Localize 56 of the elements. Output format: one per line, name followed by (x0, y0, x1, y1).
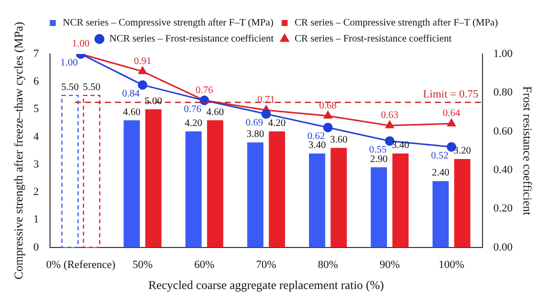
data-label: 3.20 (454, 146, 472, 157)
x-tick-label: 70% (256, 258, 276, 271)
y2-tick-label: 1.00 (493, 48, 514, 60)
data-label: 1.00 (72, 38, 90, 50)
data-label: 0.71 (257, 94, 275, 106)
x-tick-label: 0% (Reference) (46, 258, 116, 271)
x-tick-label: 50% (132, 258, 153, 271)
y-tick-label: 0 (33, 241, 40, 254)
x-tick-label: 90% (380, 258, 400, 271)
legend-label: NCR series – Frost-resistance coefficient (109, 34, 274, 45)
y-tick-label: 2 (33, 186, 39, 198)
y-tick-label: 5 (33, 103, 40, 116)
y2-tick-label: 0.00 (493, 241, 514, 254)
y-axis-title: Compressive strength after freeze–thaw cycles (MPa) (11, 22, 26, 280)
y2-tick-label: 0.20 (493, 202, 514, 215)
x-tick-label: 80% (318, 258, 338, 271)
y2-tick-label: 0.60 (493, 125, 514, 138)
data-label: 1.00 (60, 58, 78, 69)
y-tick-label: 4 (33, 130, 40, 143)
data-label: 2.90 (370, 154, 388, 165)
y-tick-label: 7 (33, 48, 40, 60)
y-tick-label: 6 (33, 76, 40, 88)
data-label: 5.50 (82, 82, 100, 94)
data-label: 4.20 (184, 118, 202, 129)
data-label: 0.55 (369, 144, 387, 156)
data-label: 3.40 (392, 140, 410, 152)
y2-tick-label: 0.40 (493, 164, 514, 176)
data-label: 0.63 (380, 110, 398, 122)
data-label: 0.52 (430, 150, 448, 162)
ref-line-label: Limit = 0.75 (422, 88, 479, 101)
data-label: 3.80 (246, 129, 264, 140)
y2-axis-title: Frost resistance coefficient (520, 86, 535, 216)
y2-tick-label: 0.80 (493, 86, 514, 99)
data-label: 2.40 (432, 168, 450, 179)
legend-label: NCR series – Compressive strength after F–T (MPa) (62, 18, 274, 29)
data-label: 0.91 (134, 56, 152, 68)
data-label: 4.60 (123, 106, 141, 118)
data-label: 0.84 (122, 88, 140, 100)
data-label: 0.68 (319, 100, 337, 112)
data-label: 0.76 (184, 104, 202, 116)
data-label: 3.60 (330, 134, 348, 146)
data-label: 0.64 (442, 108, 460, 120)
y-tick-label: 3 (33, 158, 40, 170)
data-label: 0.62 (307, 131, 325, 142)
data-label: 4.60 (206, 106, 224, 118)
data-label: 5.50 (61, 82, 79, 94)
legend-label: CR series – Frost-resistance coefficient (294, 34, 452, 45)
x-tick-label: 60% (194, 258, 214, 271)
x-axis-title: Recycled coarse aggregate replacement ratio (%) (148, 278, 384, 292)
y-tick-label: 1 (33, 214, 39, 226)
data-label: 0.69 (246, 118, 264, 129)
data-label: 3.40 (308, 140, 326, 152)
data-label: 4.20 (268, 118, 286, 129)
data-label: 0.76 (196, 85, 214, 96)
legend-label: CR series – Compressive strength after F–T (MPa) (294, 18, 498, 29)
x-tick-label: 100% (438, 258, 464, 271)
